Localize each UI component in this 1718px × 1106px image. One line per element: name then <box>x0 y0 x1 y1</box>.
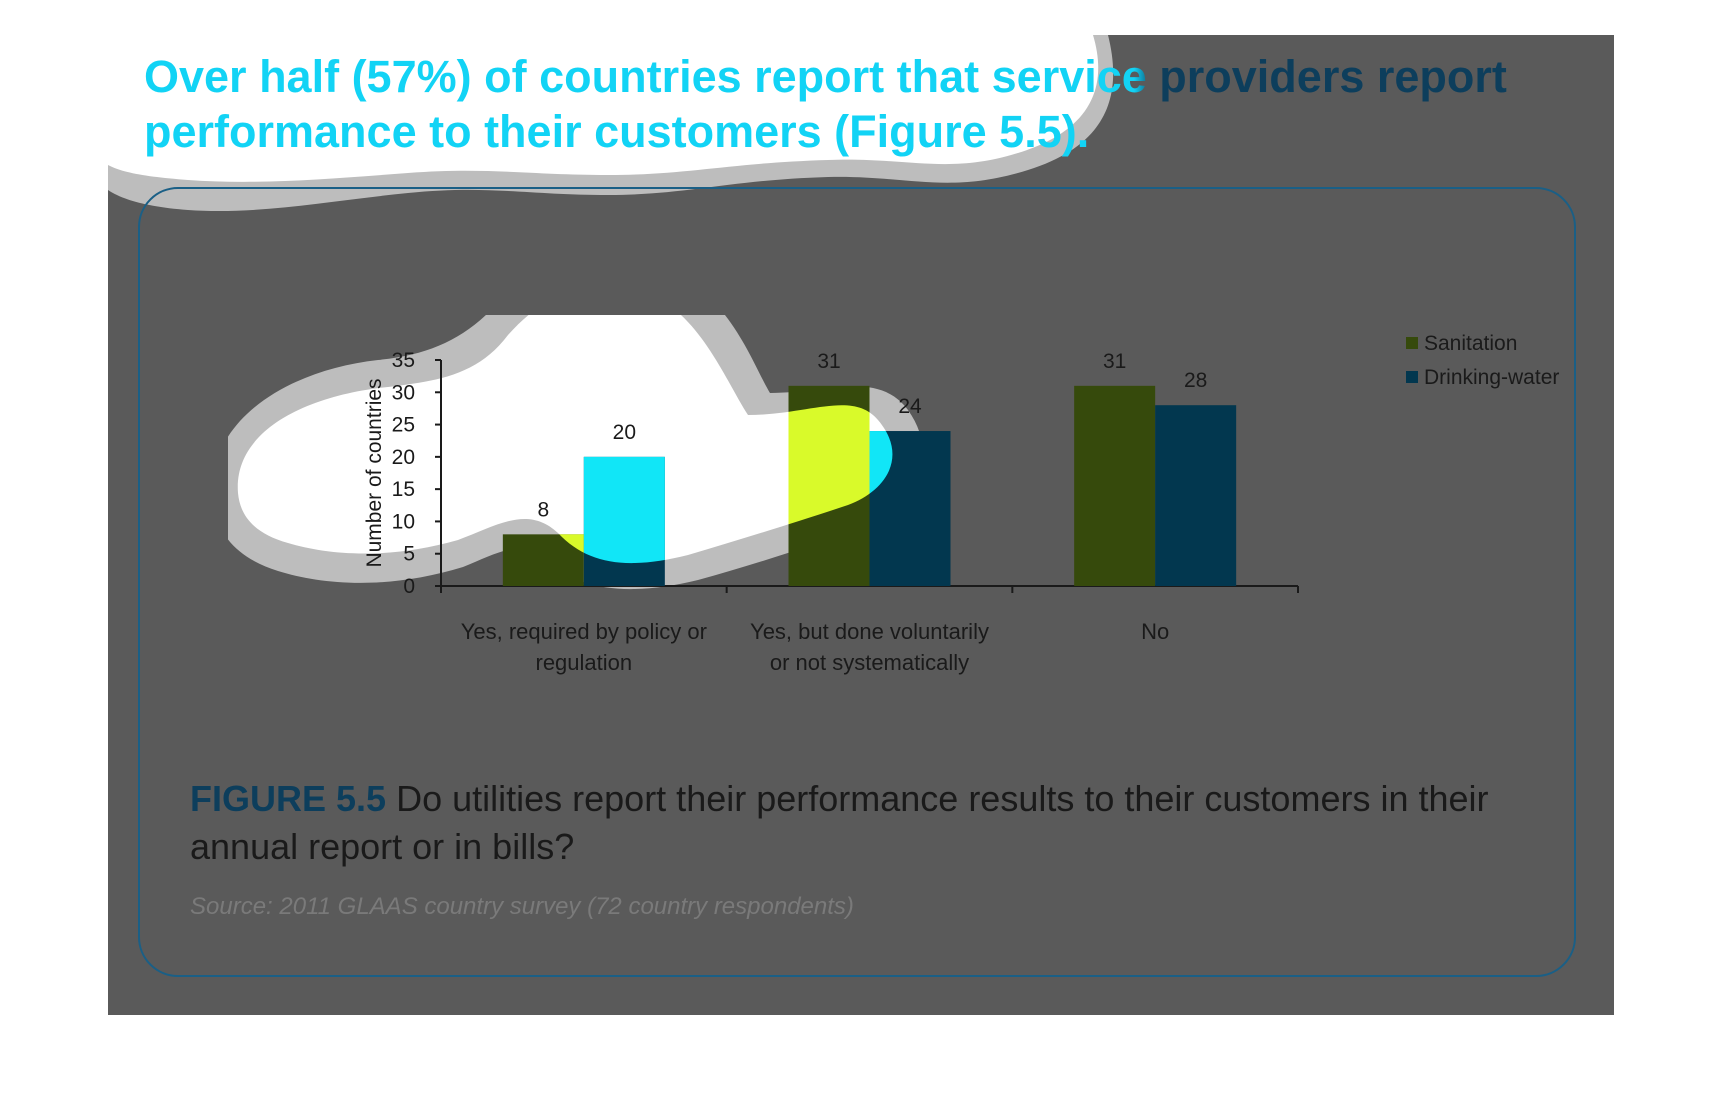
data-label: 28 <box>1184 369 1207 392</box>
legend: Sanitation Drinking-water <box>1406 332 1559 389</box>
data-label: 20 <box>613 421 636 444</box>
headline: Over half (57%) of countries report that… <box>144 49 1544 159</box>
y-tick-label: 10 <box>392 510 415 533</box>
bar-highlight <box>788 385 870 586</box>
legend-label: Drinking-water <box>1424 366 1559 389</box>
y-axis-title: Number of countries <box>363 378 386 567</box>
bar-highlight <box>502 534 584 586</box>
data-labels: 8 31 31 20 24 28 <box>537 350 1207 522</box>
legend-swatch <box>1406 371 1418 383</box>
bar-highlight <box>869 431 951 586</box>
data-label: 31 <box>1103 350 1126 373</box>
x-tick-label: No <box>1141 619 1169 644</box>
data-label: 8 <box>537 498 549 521</box>
y-tick-label: 15 <box>392 478 415 501</box>
figure-frame <box>138 187 1576 977</box>
legend-swatch <box>1406 337 1418 349</box>
figure-source: Source: 2011 GLAAS country survey (72 co… <box>190 893 854 920</box>
x-axis: Yes, required by policy or regulation Yes,… <box>440 585 1299 675</box>
y-tick-label: 30 <box>392 381 415 404</box>
decorative-cloud-shape <box>108 35 1114 212</box>
y-tick-label: 5 <box>403 543 415 566</box>
y-tick-label: 25 <box>392 414 415 437</box>
figure-caption-text: Do utilities report their performance re… <box>190 778 1489 867</box>
bar-highlight <box>1155 405 1237 586</box>
figure-caption: FIGURE 5.5 Do utilities report their per… <box>190 775 1550 871</box>
y-tick-label: 20 <box>392 446 415 469</box>
x-tick-label: Yes, but done voluntarily or not systemat… <box>750 619 989 675</box>
data-label: 24 <box>898 395 922 418</box>
y-tick-label: 0 <box>403 575 415 598</box>
y-axis: 0 5 10 15 20 25 30 35 Number of countries <box>363 349 442 598</box>
data-label: 31 <box>817 350 840 373</box>
bar-highlight <box>583 456 665 586</box>
figure-caption-label: FIGURE 5.5 <box>190 778 387 819</box>
y-tick-label: 35 <box>392 349 415 372</box>
bar-chart: 0 5 10 15 20 25 30 35 Number of countries Yes, r… <box>228 315 1559 675</box>
bars-highlight <box>502 385 1237 586</box>
x-tick-label: Yes, required by policy or regulation <box>461 619 707 675</box>
slide: Over half (57%) of countries report that… <box>108 35 1614 1015</box>
bar-highlight <box>1074 385 1156 586</box>
legend-label: Sanitation <box>1424 332 1517 355</box>
